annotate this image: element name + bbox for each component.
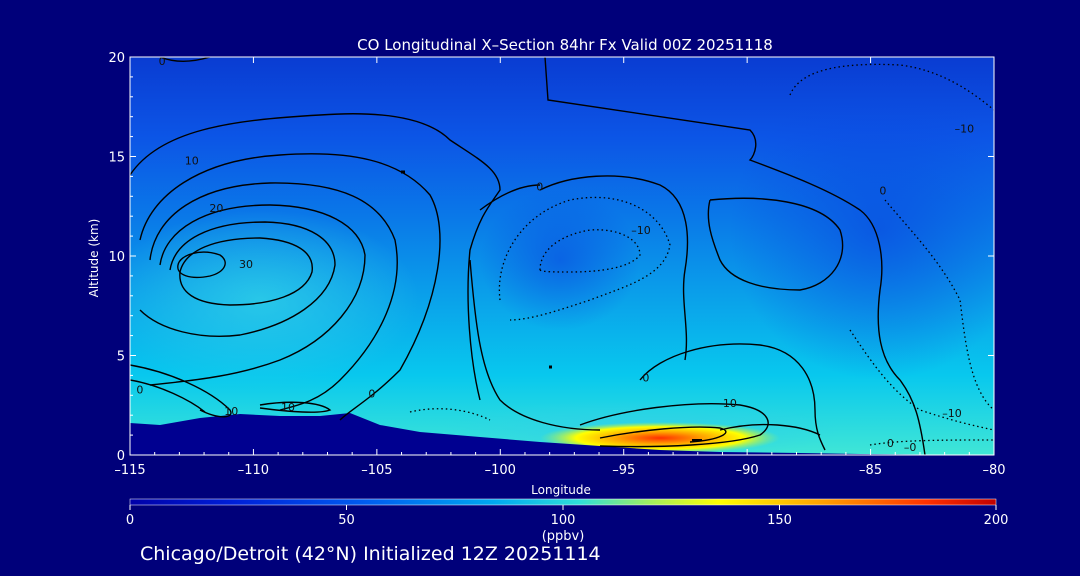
- contour-line: [179, 237, 313, 306]
- contour-line: [469, 259, 601, 431]
- y-axis-label: Altitude (km): [87, 219, 101, 298]
- contour-line: [139, 153, 441, 421]
- contour-line: [149, 204, 366, 386]
- x-tick-label: –115: [114, 463, 145, 478]
- contour-label: –10: [955, 123, 975, 136]
- x-axis: –115 –110 –105 –100 –95 –90 –85 –80: [114, 57, 1006, 478]
- contour-label: 0: [642, 371, 649, 384]
- terrain: [130, 413, 994, 455]
- x-tick-label: –110: [238, 463, 269, 478]
- contour-line: [579, 403, 769, 448]
- x-tick-label: –85: [859, 463, 882, 478]
- co-low-region-central: [480, 190, 640, 330]
- colorbar-tick-label: 50: [338, 513, 355, 528]
- contour-line: [149, 182, 398, 411]
- co-high-region-west: [130, 210, 420, 390]
- contour-line: [639, 343, 826, 451]
- y-tick-label: 15: [108, 151, 125, 166]
- contour-label: –0: [904, 441, 917, 454]
- contour-line: [719, 423, 821, 436]
- contour-label: –10: [942, 407, 962, 420]
- contour-line: [544, 57, 926, 455]
- contour-label: 30: [239, 258, 253, 271]
- contour-label: 0: [159, 55, 166, 68]
- footer-text: Chicago/Detroit (42°N) Initialized 12Z 2…: [140, 543, 601, 565]
- contour-label: 0: [887, 437, 894, 450]
- contour-line-negative: [498, 196, 671, 321]
- plot-area: 0 10 20 30 0 10 10 0 0 –10 0 10 0 –10 –10 0 –0: [130, 55, 994, 455]
- contour-line: [599, 426, 727, 443]
- contour-label: 10: [185, 154, 199, 167]
- contour-label: 10: [281, 401, 295, 414]
- contour-label: 10: [224, 405, 238, 418]
- y-tick-label: 5: [117, 350, 125, 365]
- x-axis-label: Longitude: [531, 483, 591, 497]
- contour-line: [159, 57, 211, 63]
- contour-label: 0: [136, 383, 143, 396]
- colorbar-tick-label: 0: [126, 513, 134, 528]
- y-axis: 0 5 10 15 20: [108, 51, 994, 464]
- contour-line: [139, 221, 336, 337]
- contour-line: [130, 113, 501, 401]
- colorbar-tick-label: 200: [984, 513, 1009, 528]
- contour-line: [177, 251, 226, 279]
- contour-line: [539, 175, 689, 361]
- x-tick-label: –80: [982, 463, 1005, 478]
- contour-label: 0: [879, 184, 886, 197]
- contour-label: –10: [631, 224, 651, 237]
- contour-label: 0: [536, 180, 543, 193]
- chart-title: CO Longitudinal X–Section 84hr Fx Valid …: [357, 36, 773, 54]
- contour-label: 10: [723, 397, 737, 410]
- contour-labels: 0 10 20 30 0 10 10 0 0 –10 0 10 0 –10 –10 0 –0: [136, 55, 975, 454]
- contour-line-negative: [409, 408, 491, 421]
- contour-label: 20: [209, 202, 223, 215]
- colorbar-ticks: 0 50 100 150 200: [126, 505, 1009, 528]
- colorbar: [129, 498, 997, 506]
- marker: [401, 170, 552, 369]
- contour-line: [130, 379, 206, 413]
- x-tick-label: –105: [361, 463, 392, 478]
- x-tick-label: –90: [736, 463, 759, 478]
- contour-line: [259, 401, 332, 413]
- y-tick-label: 0: [117, 449, 125, 464]
- contour-label: 0: [368, 387, 375, 400]
- contour-line: [479, 184, 541, 211]
- contour-line: [130, 364, 232, 418]
- contour-line-negative: [884, 199, 994, 411]
- colorbar-tick-label: 100: [551, 513, 576, 528]
- y-tick-label: 20: [108, 51, 125, 66]
- y-tick-label: 10: [108, 250, 125, 265]
- x-tick-label: –100: [485, 463, 516, 478]
- x-tick-label: –95: [612, 463, 635, 478]
- colorbar-tick-label: 150: [767, 513, 792, 528]
- co-low-region-east: [730, 80, 994, 380]
- contour-line: [707, 197, 844, 291]
- contour-lines: [130, 57, 994, 455]
- contour-line-negative: [789, 63, 994, 111]
- colorbar-unit: (ppbv): [542, 529, 585, 544]
- contour-line-negative: [539, 229, 641, 273]
